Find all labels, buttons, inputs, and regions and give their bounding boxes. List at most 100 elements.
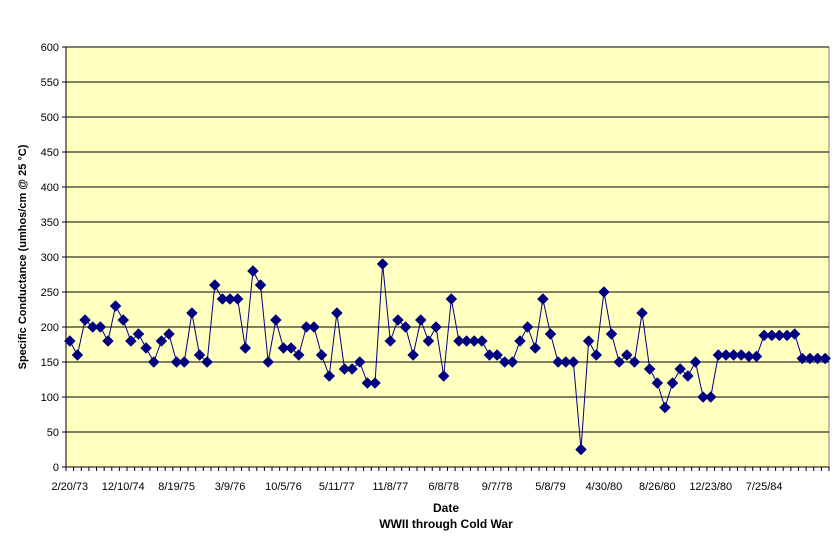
data-point-marker (269, 314, 282, 326)
x-tick-label: 7/25/84 (746, 481, 783, 493)
data-point-marker (598, 286, 610, 298)
data-point-marker (147, 356, 160, 368)
x-axis-title: Date (433, 501, 459, 515)
x-tick-label: 10/5/76 (265, 481, 302, 493)
gridlines (66, 46, 829, 433)
x-tick-label: 5/11/77 (319, 481, 355, 493)
data-point-marker (430, 321, 442, 333)
x-tick-label: 3/9/76 (215, 481, 246, 493)
data-point-marker (529, 342, 542, 354)
data-point-marker (208, 279, 221, 291)
x-tick-label: 9/7/78 (482, 481, 513, 493)
data-point-marker (254, 279, 267, 291)
data-point-marker (231, 293, 244, 305)
y-tick-label: 150 (41, 357, 59, 369)
data-point-marker (163, 328, 175, 340)
chart-subtitle: WWII through Cold War (379, 517, 513, 531)
data-point-marker (102, 335, 114, 347)
data-point-marker (178, 356, 191, 368)
x-tick-label: 12/10/74 (102, 481, 145, 493)
axes: 0 50 100 150 200 250 300 350 400 450 500 550 600 2/20… (41, 42, 830, 493)
data-point-marker (369, 377, 381, 389)
data-point-marker (537, 293, 549, 305)
data-point-marker (117, 314, 130, 326)
x-tick-label: 12/23/80 (689, 481, 732, 493)
data-point-marker (346, 363, 358, 375)
data-point-marker (376, 258, 389, 270)
y-tick-label: 550 (41, 77, 59, 89)
data-point-marker (140, 342, 152, 354)
data-point-marker (613, 356, 626, 368)
y-axis-title: Specific Conductance (umhos/cm @ 25 °C) (17, 144, 29, 369)
data-point-marker (582, 335, 595, 347)
data-point-marker (79, 314, 91, 326)
data-point-marker (521, 321, 534, 333)
data-point-marker (704, 391, 717, 403)
data-point-marker (384, 335, 397, 347)
data-series (63, 258, 832, 456)
data-point-marker (674, 363, 687, 375)
data-point-marker (132, 328, 145, 340)
data-point-marker (71, 349, 84, 361)
y-tick-label: 500 (41, 112, 59, 124)
data-point-marker (651, 377, 664, 389)
data-point-marker (285, 342, 297, 354)
x-tick-label: 8/19/75 (158, 481, 195, 493)
y-tick-label: 0 (53, 462, 59, 474)
data-point-marker (399, 321, 412, 333)
data-point-marker (392, 314, 404, 326)
data-point-marker (437, 370, 450, 382)
y-tick-label: 250 (41, 287, 59, 299)
data-point-marker (788, 328, 801, 340)
data-point-marker (636, 307, 648, 319)
data-point-marker (422, 335, 435, 347)
data-point-marker (239, 342, 252, 354)
data-point-marker (262, 356, 275, 368)
data-point-marker (506, 356, 519, 368)
y-tick-label: 200 (41, 322, 59, 334)
data-point-marker (620, 349, 633, 361)
data-point-marker (735, 349, 748, 361)
data-point-marker (628, 356, 641, 368)
data-point-marker (659, 401, 671, 414)
data-point-marker (155, 335, 168, 347)
x-tick-label: 11/8/77 (372, 481, 408, 493)
data-point-marker (201, 356, 214, 368)
x-tick-label: 8/26/80 (639, 481, 676, 493)
data-point-marker (353, 356, 366, 368)
data-point-marker (491, 349, 503, 361)
y-tick-label: 300 (41, 252, 59, 264)
data-point-marker (475, 335, 488, 347)
data-point-marker (689, 356, 702, 368)
data-point-marker (331, 307, 343, 319)
data-point-marker (445, 293, 458, 305)
data-point-marker (567, 356, 580, 368)
data-point-marker (414, 314, 427, 326)
data-point-marker (292, 349, 305, 361)
data-point-marker (125, 335, 137, 347)
x-tick-label: 2/20/73 (51, 481, 88, 493)
data-point-marker (323, 370, 336, 382)
data-point-marker (193, 349, 206, 361)
series-line (69, 263, 826, 450)
y-tick-label: 100 (41, 392, 59, 404)
data-point-marker (643, 363, 656, 375)
data-point-marker (605, 328, 618, 340)
data-point-marker (109, 300, 122, 312)
data-point-marker (94, 321, 107, 333)
x-tick-label: 4/30/80 (586, 481, 623, 493)
data-point-marker (315, 349, 328, 361)
y-tick-label: 400 (41, 182, 59, 194)
data-point-marker (544, 328, 557, 340)
data-point-marker (819, 352, 832, 365)
data-point-marker (186, 307, 198, 319)
data-point-marker (575, 443, 587, 456)
data-point-marker (247, 265, 259, 277)
data-point-marker (681, 370, 694, 382)
data-point-marker (750, 350, 763, 363)
y-tick-label: 600 (41, 42, 59, 54)
x-tick-label: 6/8/78 (428, 481, 459, 493)
data-point-marker (514, 335, 526, 347)
